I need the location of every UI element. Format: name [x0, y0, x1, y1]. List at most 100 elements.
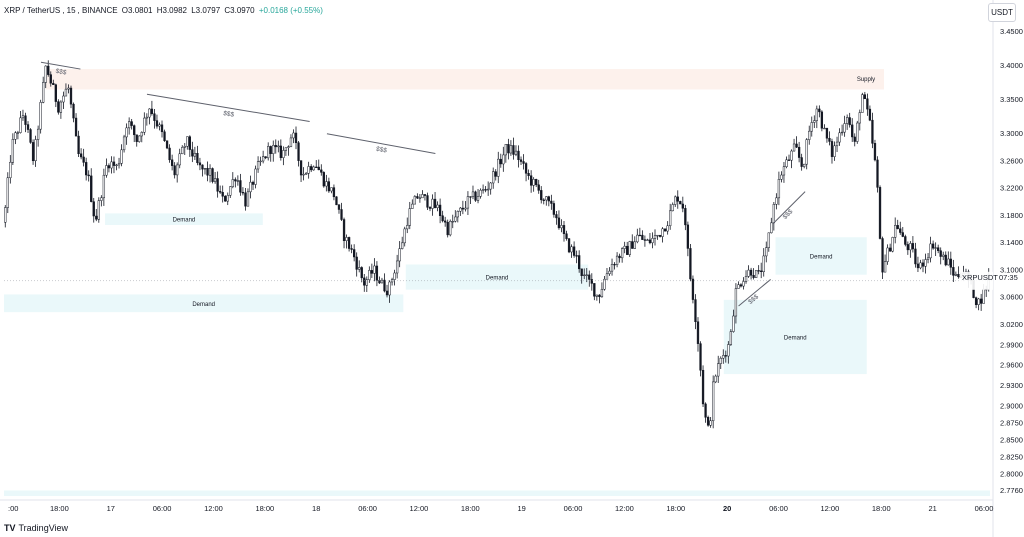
candle-body [785, 159, 788, 167]
price-tick-label: 3.2600 [1000, 156, 1023, 165]
candle-body [924, 259, 927, 267]
candle-body [504, 144, 507, 156]
candle-body [292, 132, 295, 139]
candle-body [853, 136, 856, 142]
candle-body [686, 224, 690, 249]
candle-body [863, 94, 867, 100]
candle-body [183, 146, 186, 148]
currency-button[interactable]: USDT [988, 3, 1016, 22]
candle-body [363, 277, 366, 286]
candle-body [239, 180, 242, 193]
candle-body [891, 237, 894, 252]
candle-body [461, 207, 465, 210]
candle-body [59, 101, 63, 113]
last-price-marker: XRPUSDT 07:35 [4, 271, 1018, 290]
candle-body [484, 189, 487, 191]
liquidity-line[interactable] [40, 61, 81, 70]
candle-body [552, 203, 556, 215]
candle-body [244, 192, 247, 207]
candle-body [236, 180, 240, 182]
candle-body [304, 172, 308, 175]
candle-body [727, 344, 730, 357]
candle-body [777, 179, 781, 199]
candle-body [299, 160, 303, 176]
candle-body [411, 203, 414, 209]
liquidity-line[interactable] [738, 279, 771, 307]
candle-body [737, 284, 740, 289]
candle-body [487, 188, 490, 191]
candle-body [846, 117, 849, 124]
candle-body [881, 238, 884, 273]
candle-body [605, 273, 609, 280]
candle-body [456, 211, 459, 218]
candle-body [494, 171, 497, 177]
candle-body [102, 174, 106, 199]
candle-body [130, 121, 133, 126]
candle-body [181, 147, 184, 155]
brand-name: TradingView [18, 523, 69, 533]
candle-body [226, 195, 229, 202]
candle-body [694, 299, 697, 322]
candle-body [886, 247, 889, 262]
candle-body [287, 146, 290, 148]
candle-body [529, 175, 533, 186]
candle-body [476, 196, 480, 201]
candle-body [251, 181, 255, 185]
candle-body [643, 239, 647, 241]
demand-zone [775, 237, 867, 275]
supply-zone [45, 69, 885, 90]
low-value: L3.0797 [191, 6, 221, 15]
candle-body [623, 245, 626, 249]
candle-body [878, 187, 882, 239]
time-tick-label: 12:00 [204, 504, 223, 513]
candle-body [926, 257, 930, 260]
candle-body [977, 298, 980, 305]
candle-body [138, 135, 141, 142]
demand-zone-label: Demand [784, 335, 807, 341]
candle-body [115, 164, 118, 166]
change-value: +0.0168 (+0.55%) [258, 6, 323, 15]
candle-body [803, 163, 806, 167]
tradingview-brand[interactable]: TV TradingView [4, 523, 68, 533]
candle-body [555, 214, 558, 219]
candle-body [663, 228, 667, 232]
liquidity-line[interactable] [146, 93, 310, 122]
candle-body [9, 162, 12, 179]
candle-body [423, 194, 427, 196]
candle-body [532, 179, 535, 186]
candle-body [29, 129, 32, 143]
candle-body [674, 196, 677, 205]
candle-body [633, 241, 636, 249]
candle-body [537, 184, 540, 191]
candle-body [454, 216, 457, 222]
candle-body [216, 178, 219, 192]
candle-body [370, 270, 374, 274]
candle-body [542, 199, 545, 201]
candle-body [208, 168, 212, 176]
demand-zone [405, 264, 589, 290]
candle-body [100, 197, 103, 201]
liquidity-line[interactable] [772, 191, 806, 224]
liquidity-line[interactable] [326, 133, 436, 154]
candle-body [656, 234, 659, 237]
candle-body [421, 194, 424, 199]
candle-body [833, 145, 836, 157]
candle-body [894, 225, 897, 238]
candle-body [340, 209, 343, 220]
demand-zone [4, 490, 990, 496]
time-tick-label: 17 [107, 504, 115, 513]
candle-body [246, 191, 250, 207]
candle-body [671, 204, 674, 212]
candle-body [269, 146, 272, 154]
candle-body [929, 243, 932, 259]
candle-body [24, 115, 27, 125]
time-tick-label: 18:00 [461, 504, 480, 513]
candle-body [522, 161, 525, 164]
candle-body [90, 175, 93, 202]
candle-body [709, 420, 712, 426]
liquidity-label: $$$ [223, 110, 235, 119]
candle-body [810, 122, 813, 132]
candle-body [274, 145, 277, 148]
candle-body [163, 131, 166, 141]
